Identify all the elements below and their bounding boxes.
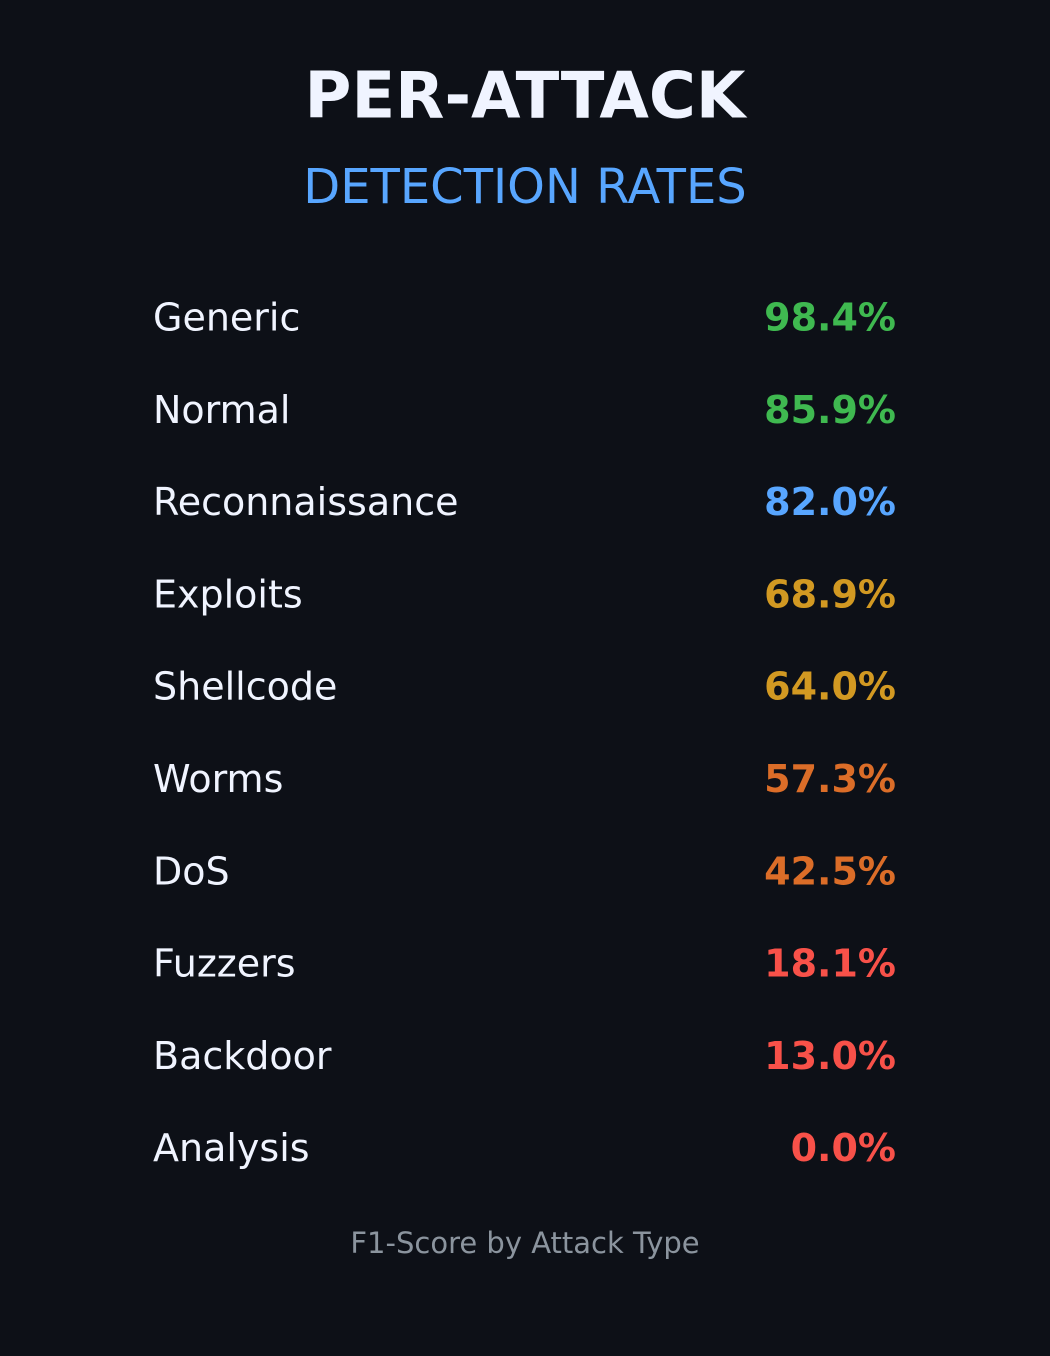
row-value: 13.0% (764, 1034, 896, 1078)
row-label: Reconnaissance (153, 480, 458, 524)
row-value: 0.0% (791, 1126, 896, 1170)
row-value: 98.4% (764, 296, 896, 340)
rows: Generic 98.4% Normal 85.9% Reconnaissance 82.… (153, 296, 896, 1171)
row-value: 42.5% (764, 849, 896, 893)
row-label: Fuzzers (153, 942, 296, 986)
row-value: 57.3% (764, 757, 896, 801)
row-label: Analysis (153, 1126, 310, 1170)
row-label: Normal (153, 388, 291, 432)
row-value: 82.0% (764, 480, 896, 524)
row-value: 85.9% (764, 388, 896, 432)
row-value: 64.0% (764, 665, 896, 709)
title: PER-ATTACK (305, 60, 748, 134)
row-label: Backdoor (153, 1034, 332, 1078)
row-label: Shellcode (153, 665, 337, 709)
subtitle: DETECTION RATES (303, 159, 747, 215)
row-label: DoS (153, 849, 230, 893)
row-label: Exploits (153, 572, 303, 616)
row-label: Generic (153, 296, 300, 340)
footer: F1-Score by Attack Type (350, 1226, 699, 1260)
row-value: 68.9% (764, 572, 896, 616)
row-value: 18.1% (764, 942, 896, 986)
row-label: Worms (153, 757, 283, 801)
